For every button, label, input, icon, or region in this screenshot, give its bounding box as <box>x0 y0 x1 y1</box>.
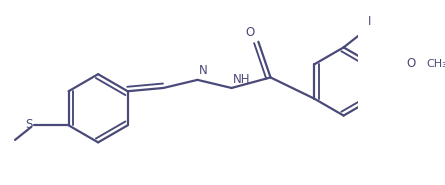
Text: N: N <box>199 64 208 78</box>
Text: S: S <box>25 118 33 131</box>
Text: I: I <box>368 15 371 28</box>
Text: CH₃: CH₃ <box>426 59 445 69</box>
Text: O: O <box>406 57 416 70</box>
Text: NH: NH <box>233 73 251 85</box>
Text: O: O <box>246 26 255 39</box>
